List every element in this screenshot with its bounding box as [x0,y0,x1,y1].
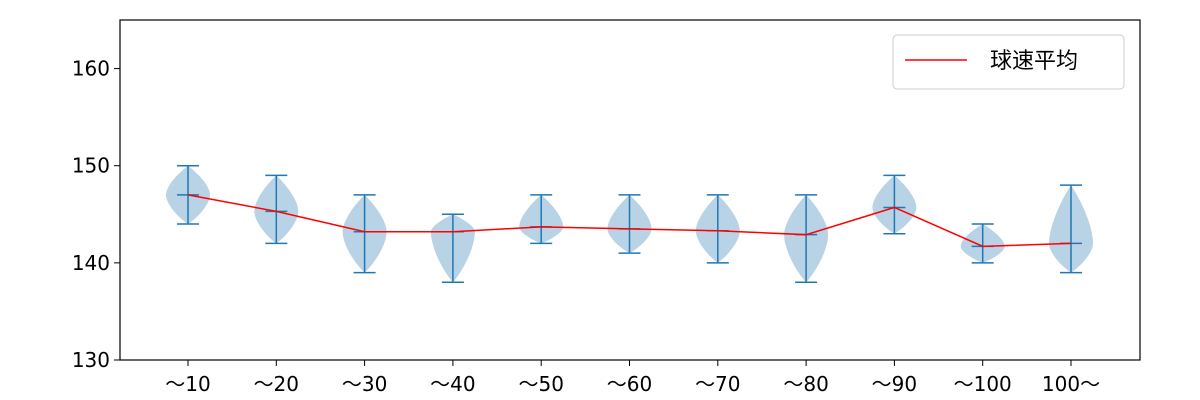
x-tick-label: ～30 [342,372,387,396]
x-tick-label: ～70 [695,372,740,396]
x-tick-label: ～90 [872,372,917,396]
x-tick-label: ～40 [430,372,475,396]
x-tick-label: 100～ [1042,372,1100,396]
x-tick-label: ～20 [254,372,299,396]
x-tick-label: ～100 [954,372,1012,396]
legend: 球速平均 [892,34,1125,90]
y-tick-label: 150 [72,154,110,178]
mean-line-layer [177,194,1082,248]
x-tick-label: ～80 [783,372,828,396]
x-tick-label: ～60 [607,372,652,396]
legend-label: 球速平均 [990,49,1078,74]
whisker-layer [177,164,1082,284]
x-tick-label: ～50 [518,372,563,396]
mean-line [187,194,1072,248]
y-tick-label: 130 [72,348,110,372]
legend-box [892,34,1125,90]
y-tick-label: 140 [72,251,110,275]
y-tick-label: 160 [72,57,110,81]
axes-layer: 130 140 150 160 ～10 ～20 ～30 ～40 ～50 ～60 ～70 ～80 ～90 ～… [72,57,1100,396]
x-tick-label: ～10 [165,372,210,396]
